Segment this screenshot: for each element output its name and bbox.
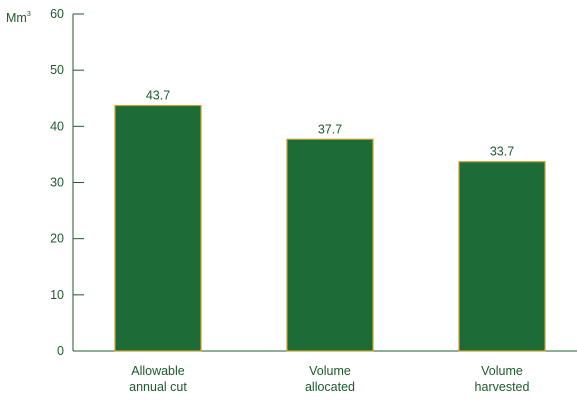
category-label-line: harvested [475,380,530,394]
value-labels: 43.7 37.7 33.7 [146,89,514,159]
y-axis-unit-superscript: 3 [27,11,31,18]
bar [114,104,202,352]
bar-value-label: 43.7 [146,89,170,103]
category-label-line: Volume [481,364,523,378]
category-label: Volume allocated [305,364,355,394]
category-label-line: annual cut [129,380,187,394]
y-tick-label: 40 [50,119,64,133]
bars [114,104,546,352]
y-tick-label: 60 [50,7,64,21]
bar [286,138,374,352]
y-tick-label: 50 [50,63,64,77]
category-label-line: Allowable [131,364,185,378]
y-tick-label: 10 [50,288,64,302]
y-tick-label: 30 [50,176,64,190]
y-axis-unit-label: Mm3 [6,11,31,25]
category-label: Allowable annual cut [129,364,187,394]
category-label: Volume harvested [475,364,530,394]
y-tick-label: 0 [57,344,64,358]
y-tick-label: 20 [50,232,64,246]
category-label-line: allocated [305,380,355,394]
bar [458,161,546,352]
bar-value-label: 33.7 [490,145,514,159]
bar-value-label: 37.7 [318,122,342,136]
y-axis: 0 10 20 30 40 50 60 [50,7,84,358]
y-axis-unit-text: Mm [6,11,27,25]
category-label-line: Volume [309,364,351,378]
